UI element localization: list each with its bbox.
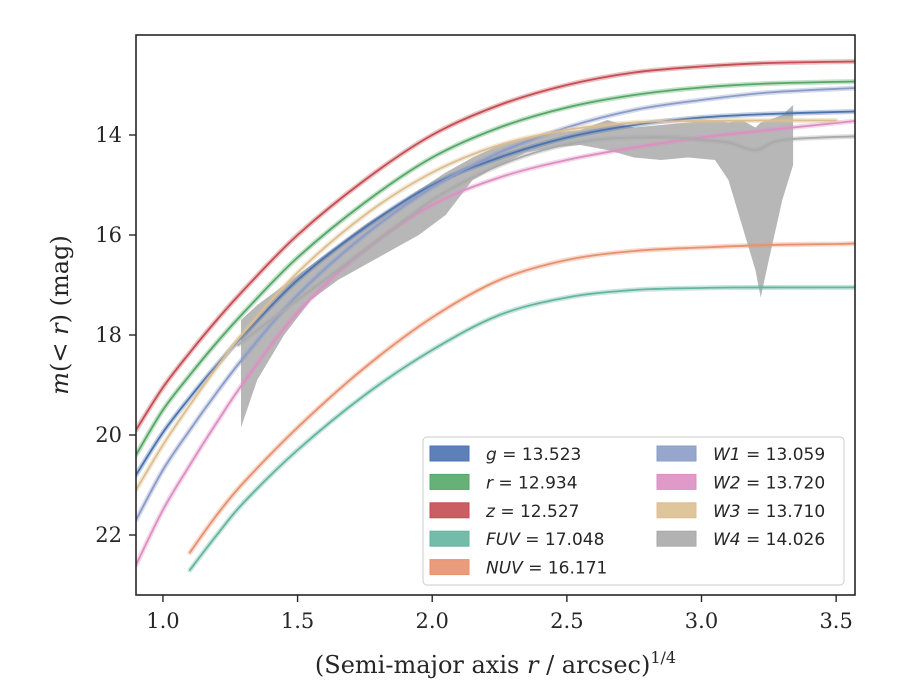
series-line-g bbox=[136, 110, 855, 476]
x-tick-label: 1.0 bbox=[146, 609, 179, 633]
legend-swatch-z bbox=[429, 502, 470, 519]
legend-label-FUV: FUV = 17.048 bbox=[486, 530, 604, 550]
legend: g = 13.523 r = 12.934 z = 12.527 FUV = 17.0… bbox=[422, 436, 845, 586]
x-tick-label: 3.0 bbox=[685, 609, 718, 633]
legend-swatch-NUV bbox=[429, 559, 470, 576]
legend-label-g: g = 13.523 bbox=[486, 445, 581, 465]
legend-label-W2: W2 = 13.720 bbox=[713, 473, 825, 493]
series-line-FUV bbox=[189, 286, 855, 571]
series-line-W3 bbox=[136, 119, 837, 491]
series-line-W4 bbox=[237, 135, 855, 346]
legend-swatch-r bbox=[429, 473, 470, 490]
series-line-W1 bbox=[136, 87, 855, 521]
series-line-r bbox=[136, 80, 855, 456]
axes: 1.0 1.5 2.0 2.5 3.0 3.5 14 16 18 20 22 (Semi-major … bbox=[46, 34, 856, 679]
x-tick-label: 1.5 bbox=[281, 609, 314, 633]
series-line-W2 bbox=[136, 120, 855, 566]
y-tick-label: 18 bbox=[95, 323, 122, 347]
plot-frame bbox=[135, 34, 856, 596]
y-tick-label: 14 bbox=[95, 123, 122, 147]
x-axis-label: (Semi-major axis r / arcsec)1/4 bbox=[315, 648, 676, 679]
x-tick-label: 2.0 bbox=[416, 609, 449, 633]
series-line-NUV bbox=[189, 242, 855, 554]
legend-label-W4: W4 = 14.026 bbox=[713, 530, 825, 550]
legend-box bbox=[422, 436, 845, 586]
legend-swatch-FUV bbox=[429, 530, 470, 547]
x-tick-label: 2.5 bbox=[550, 609, 583, 633]
y-tick-label: 16 bbox=[95, 223, 122, 247]
y-tick-label: 20 bbox=[95, 423, 122, 447]
legend-swatch-W1 bbox=[656, 445, 697, 462]
legend-swatch-W2 bbox=[656, 473, 697, 490]
legend-swatch-W3 bbox=[656, 502, 697, 519]
legend-label-NUV: NUV = 16.171 bbox=[486, 559, 607, 579]
legend-label-z: z = 12.527 bbox=[485, 502, 579, 522]
legend-label-W3: W3 = 13.710 bbox=[713, 502, 825, 522]
series-band-W4 bbox=[241, 105, 794, 428]
legend-label-W1: W1 = 13.059 bbox=[713, 445, 825, 465]
y-tick-label: 22 bbox=[95, 523, 122, 547]
legend-swatch-W4 bbox=[656, 530, 697, 547]
series-line-z bbox=[136, 60, 855, 431]
legend-label-r: r = 12.934 bbox=[486, 473, 578, 493]
legend-swatch-g bbox=[429, 445, 470, 462]
y-axis-label: m(< r) (mag) bbox=[46, 235, 74, 395]
plot-area bbox=[136, 59, 855, 573]
x-tick-label: 3.5 bbox=[819, 609, 852, 633]
